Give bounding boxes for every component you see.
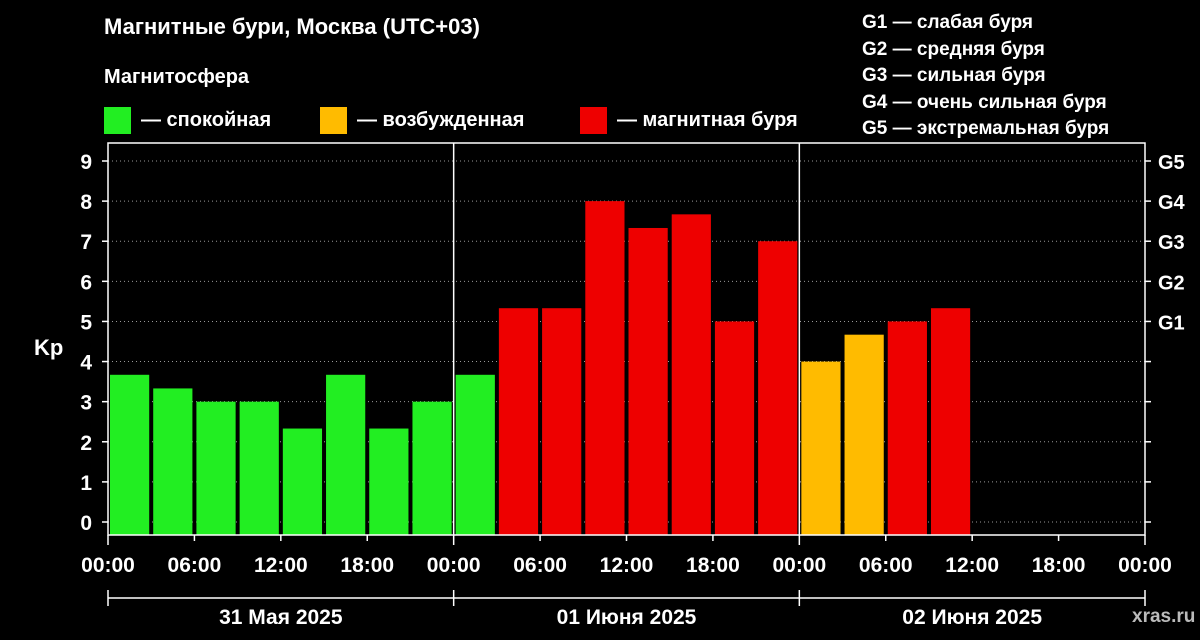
- storm-level-g2: G2 — средняя буря: [862, 38, 1045, 60]
- x-tick-label-2: 12:00: [254, 554, 308, 577]
- y-tick-label-7: 7: [80, 231, 92, 254]
- kp-bar: [930, 308, 971, 535]
- storm-tick-label-g1: G1: [1158, 312, 1185, 334]
- storm-tick-label-g5: G5: [1158, 152, 1185, 174]
- kp-bar: [758, 241, 798, 535]
- x-tick-label-12: 00:00: [1118, 554, 1172, 577]
- x-tick-label-0: 00:00: [81, 554, 135, 577]
- x-tick-label-8: 00:00: [772, 554, 826, 577]
- y-tick-label-8: 8: [80, 191, 92, 214]
- x-tick-label-6: 12:00: [600, 554, 654, 577]
- kp-bar: [671, 214, 711, 535]
- y-tick-label-2: 2: [80, 432, 92, 455]
- kp-bar: [412, 401, 452, 535]
- storm-level-legend: G1 — слабая буря G2 — средняя буря G3 — …: [862, 10, 1109, 143]
- legend-label-active: — возбужденная: [357, 108, 525, 131]
- kp-bar: [585, 201, 625, 535]
- x-tick-label-11: 18:00: [1032, 554, 1086, 577]
- storm-tick-label-g3: G3: [1158, 232, 1185, 254]
- y-tick-label-9: 9: [80, 151, 92, 174]
- kp-bar: [153, 388, 193, 535]
- storm-level-g5: G5 — экстремальная буря: [862, 118, 1110, 139]
- legend-item-storm: — магнитная буря: [580, 106, 798, 134]
- legend-item-active: — возбужденная: [320, 106, 524, 134]
- kp-bar: [110, 374, 150, 535]
- x-tick-label-10: 12:00: [945, 554, 999, 577]
- kp-bar: [326, 374, 366, 535]
- legend-label-storm: — магнитная буря: [617, 108, 798, 131]
- y-axis-label: Kp: [34, 335, 63, 360]
- kp-bar: [628, 227, 668, 536]
- kp-bar: [714, 321, 755, 535]
- kp-bar: [887, 321, 927, 535]
- storm-level-g3: G3 — сильная буря: [862, 65, 1046, 86]
- storm-tick-label-g4: G4: [1158, 192, 1186, 214]
- x-tick-label-7: 18:00: [686, 554, 740, 577]
- day-label-0: 31 Мая 2025: [219, 606, 343, 629]
- storm-level-g4: G4 — очень сильная буря: [862, 91, 1107, 113]
- y-tick-label-3: 3: [80, 392, 92, 415]
- x-tick-label-1: 06:00: [168, 554, 222, 577]
- kp-bar: [844, 334, 884, 535]
- watermark: xras.ru: [1132, 606, 1195, 627]
- kp-bar: [282, 428, 323, 535]
- storm-tick-label-g2: G2: [1158, 272, 1185, 294]
- bars-layer: [110, 201, 971, 536]
- kp-bar: [542, 308, 582, 535]
- legend-swatch-storm: [580, 106, 607, 134]
- legend-swatch-active: [320, 106, 347, 134]
- axis-layer: 0 1 2 3 4 5 6 7 8 9 G1 G2 G3 G4 G5 00:00 06:00 12:00 18:00…: [80, 151, 1185, 629]
- grid-layer: [108, 160, 1145, 523]
- x-tick-label-4: 00:00: [427, 554, 481, 577]
- x-tick-label-3: 18:00: [340, 554, 394, 577]
- y-tick-label-5: 5: [80, 311, 92, 334]
- magnetosphere-label: Магнитосфера: [104, 66, 250, 88]
- y-tick-label-4: 4: [80, 352, 92, 375]
- kp-bar: [455, 374, 495, 535]
- legend-item-quiet: — спокойная: [104, 106, 271, 134]
- chart-title: Магнитные бури, Москва (UTC+03): [104, 14, 480, 39]
- legend-label-quiet: — спокойная: [141, 108, 272, 131]
- kp-bar: [196, 401, 236, 535]
- y-tick-label-6: 6: [80, 271, 92, 294]
- x-tick-label-5: 06:00: [513, 554, 567, 577]
- kp-bar: [801, 361, 841, 535]
- kp-bar: [498, 308, 539, 535]
- y-tick-label-0: 0: [80, 512, 92, 535]
- kp-bar: [369, 428, 409, 535]
- day-label-1: 01 Июня 2025: [557, 606, 697, 629]
- day-label-2: 02 Июня 2025: [902, 606, 1042, 629]
- kp-bar: [239, 401, 279, 535]
- y-tick-label-1: 1: [80, 472, 92, 495]
- storm-level-g1: G1 — слабая буря: [862, 12, 1034, 33]
- legend-swatch-quiet: [104, 106, 131, 134]
- x-tick-label-9: 06:00: [859, 554, 913, 577]
